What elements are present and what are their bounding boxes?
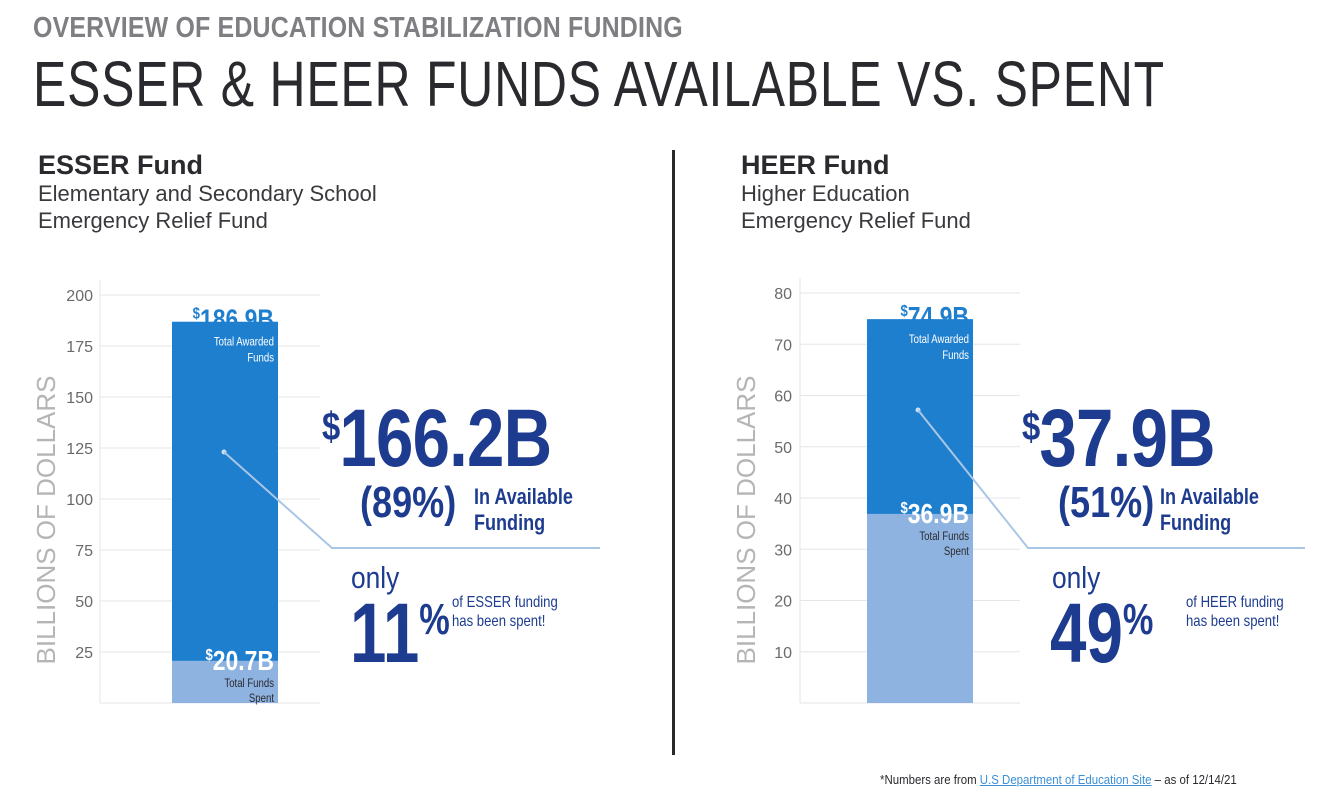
heer-spent-value-label: $36.9B [900, 499, 969, 530]
esser-y-tick-label: 50 [75, 594, 93, 611]
heer-spent-pct: 49% [1050, 586, 1154, 680]
esser-panel-subtitle-1: Elementary and Secondary School [38, 181, 377, 206]
footnote-suffix: – as of 12/14/21 [1151, 772, 1237, 787]
heer-spent-note-1: of HEER funding [1186, 594, 1284, 611]
esser-spent-note-1: of ESSER funding [452, 594, 558, 611]
heer-y-tick-label: 80 [774, 286, 792, 303]
footnote-prefix: *Numbers are from [880, 772, 980, 787]
heer-awarded-name-line2: Funds [942, 349, 969, 362]
esser-awarded-value-label: $186.9B [193, 305, 274, 336]
esser-spent-name-line2: Spent [249, 692, 274, 705]
heer-available-label-1: In Available [1160, 484, 1259, 509]
esser-panel-title: ESSER Fund [38, 150, 204, 180]
heer-spent-bar [867, 513, 973, 703]
heer-available-label-2: Funding [1160, 510, 1232, 535]
esser-y-tick-label: 100 [66, 492, 93, 509]
heer-panel-title: HEER Fund [741, 150, 890, 180]
heer-available-amount: $37.9B [1022, 393, 1216, 484]
esser-panel-subtitle-2: Emergency Relief Fund [38, 208, 268, 233]
heer-y-axis-title: BILLIONS OF DOLLARS [731, 376, 761, 665]
heer-y-tick-label: 10 [774, 645, 792, 662]
esser-spent-name-line1: Total Funds [224, 677, 274, 690]
page-title: ESSER & HEER FUNDS AVAILABLE VS. SPENT [33, 48, 1165, 120]
esser-y-tick-label: 75 [75, 543, 93, 560]
esser-available-amount: $166.2B [322, 393, 552, 484]
heer-spent-name-line1: Total Funds [919, 530, 969, 543]
heer-y-tick-label: 70 [774, 337, 792, 354]
esser-y-tick-label: 150 [66, 390, 93, 407]
heer-y-tick-label: 60 [774, 389, 792, 406]
esser-y-axis-title: BILLIONS OF DOLLARS [31, 376, 61, 665]
esser-awarded-bar [172, 321, 278, 703]
esser-available-pct: (89%) [360, 478, 457, 527]
heer-only-label: only [1052, 560, 1101, 595]
heer-y-tick-label: 50 [774, 440, 792, 457]
esser-y-tick-label: 25 [75, 645, 93, 662]
heer-y-tick-label: 20 [774, 594, 792, 611]
heer-awarded-name-line1: Total Awarded [909, 333, 969, 346]
page-kicker: OVERVIEW OF EDUCATION STABILIZATION FUND… [33, 12, 683, 44]
heer-spent-name-line2: Spent [944, 545, 969, 558]
source-footnote: *Numbers are from U.S Department of Educ… [880, 772, 1237, 787]
source-link[interactable]: U.S Department of Education Site [979, 772, 1152, 787]
esser-spent-note-2: has been spent! [452, 613, 546, 630]
heer-y-tick-label: 40 [774, 491, 792, 508]
esser-spent-pct: 11% [350, 586, 450, 680]
heer-panel-subtitle-2: Emergency Relief Fund [741, 208, 971, 233]
esser-y-tick-label: 125 [66, 441, 93, 458]
esser-available-label-1: In Available [474, 484, 573, 509]
esser-spent-bar [172, 660, 278, 703]
esser-y-tick-label: 175 [66, 339, 93, 356]
heer-awarded-value-label: $74.9B [900, 302, 969, 333]
heer-spent-note-2: has been spent! [1186, 613, 1280, 630]
esser-awarded-name-line1: Total Awarded [214, 336, 274, 349]
heer-leader-line [917, 409, 1305, 549]
esser-available-label-2: Funding [474, 510, 546, 535]
esser-leader-line [223, 451, 600, 549]
heer-available-pct: (51%) [1058, 478, 1155, 527]
esser-only-label: only [351, 560, 400, 595]
heer-y-tick-label: 30 [774, 542, 792, 559]
panel-divider [672, 150, 675, 755]
esser-spent-value-label: $20.7B [205, 646, 274, 677]
esser-y-tick-label: 200 [66, 288, 93, 305]
heer-panel-subtitle-1: Higher Education [741, 181, 910, 206]
esser-awarded-name-line2: Funds [247, 352, 274, 365]
